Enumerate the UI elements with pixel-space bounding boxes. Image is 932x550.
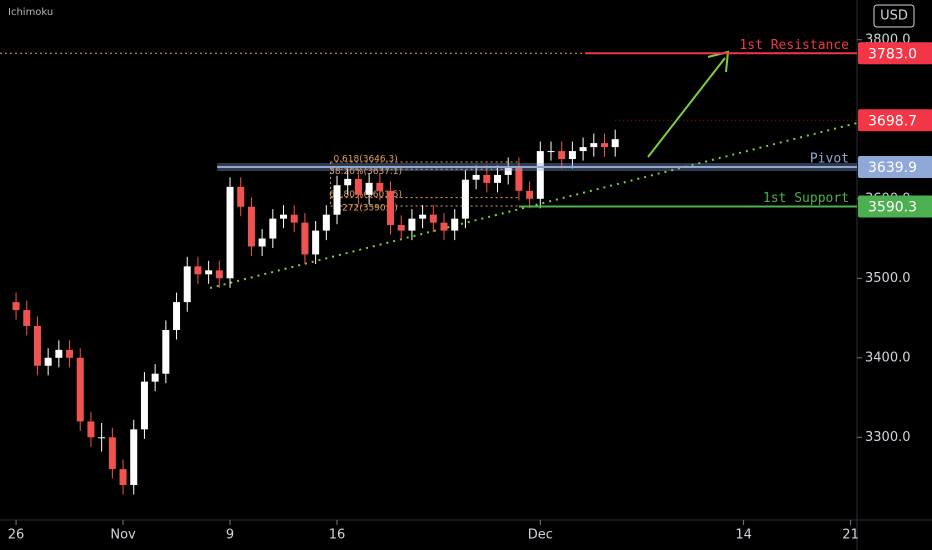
candle-body (151, 373, 159, 382)
candle-body (547, 151, 555, 153)
candle-body (376, 182, 384, 191)
candle-body (504, 166, 512, 175)
candle-body (205, 270, 213, 275)
candle-body (601, 143, 609, 148)
candle-body (344, 178, 352, 186)
candle-body (76, 357, 84, 422)
price-tag (858, 156, 932, 179)
candle-body (515, 166, 523, 191)
candle-body (23, 310, 31, 326)
price-tag-label: 3639.9 (868, 160, 917, 176)
candle-body (387, 190, 395, 226)
level-name: 1st Support (763, 191, 849, 206)
fib-label: 61.80%(3601.5) (329, 190, 402, 200)
candle-body (215, 270, 223, 279)
currency-label[interactable]: USD (880, 9, 908, 24)
candle-body (108, 437, 116, 470)
candle-body (322, 214, 330, 231)
fib-label: 1.272(3590.9) (333, 204, 397, 214)
y-tick-label: 3400.0 (865, 350, 911, 365)
candle-body (87, 421, 95, 438)
candle-body (429, 214, 437, 223)
candle-body (140, 381, 148, 430)
candle-body (194, 266, 202, 275)
candle-body (33, 325, 41, 366)
candle-body (66, 349, 74, 358)
arrow-shaft (647, 57, 726, 158)
fib-label: 38.20%(3637.1) (329, 167, 402, 177)
x-tick-label: Dec (528, 528, 553, 543)
x-tick-label: 26 (8, 528, 25, 543)
candle-body (354, 178, 362, 195)
candle-body (494, 174, 502, 183)
candle-body (301, 222, 309, 255)
level-name: Pivot (810, 152, 849, 167)
candle-body (237, 186, 245, 207)
x-tick-label: 21 (842, 528, 859, 543)
price-tag (858, 109, 932, 132)
price-tag-label: 3698.7 (868, 113, 917, 129)
arrow-head (707, 50, 730, 73)
candle-body (461, 179, 469, 219)
candle-body (440, 222, 448, 231)
candle-body (558, 151, 566, 160)
candle-body (579, 147, 587, 152)
candle-body (269, 218, 277, 239)
price-tag-label: 3590.3 (868, 199, 917, 215)
candle-body (611, 139, 619, 148)
x-tick-label: Nov (110, 528, 136, 543)
x-tick-label: 9 (226, 528, 234, 543)
candle-body (419, 214, 427, 219)
candle-body (536, 151, 544, 199)
candle-body (258, 238, 266, 247)
candle-body (526, 190, 534, 199)
candle-body (312, 230, 320, 255)
level-name: 1st Resistance (739, 38, 849, 53)
candle-body (130, 429, 138, 486)
candle-body (280, 214, 288, 219)
candle-body (98, 437, 106, 439)
x-tick-label: 14 (735, 528, 752, 543)
candle-body (247, 206, 255, 247)
candle-body (333, 185, 341, 215)
y-tick-label: 3500.0 (865, 271, 911, 286)
x-tick-label: 16 (329, 528, 346, 543)
y-tick-label: 3300.0 (865, 430, 911, 445)
price-tag (858, 42, 932, 65)
price-tag (858, 195, 932, 218)
candle-body (397, 225, 405, 231)
indicator-label: Ichimoku (8, 7, 53, 18)
candle-body (290, 214, 298, 223)
candle-body (162, 329, 170, 374)
candle-body (226, 186, 234, 279)
candle-body (590, 143, 598, 148)
candle-body (451, 218, 459, 231)
currency-box[interactable] (873, 4, 915, 28)
candle-body (44, 357, 52, 366)
candle-body (408, 218, 416, 231)
candle-body (119, 469, 127, 486)
candle-body (55, 349, 63, 358)
price-tag-label: 3783.0 (868, 46, 917, 62)
candle-body (472, 174, 480, 180)
candle-body (12, 302, 20, 311)
fib-label: 0.618(3646.3) (333, 154, 397, 164)
candle-body (183, 266, 191, 303)
candle-body (365, 182, 373, 195)
candle-body (483, 174, 491, 183)
candle-body (568, 151, 576, 160)
candle-body (173, 302, 181, 330)
